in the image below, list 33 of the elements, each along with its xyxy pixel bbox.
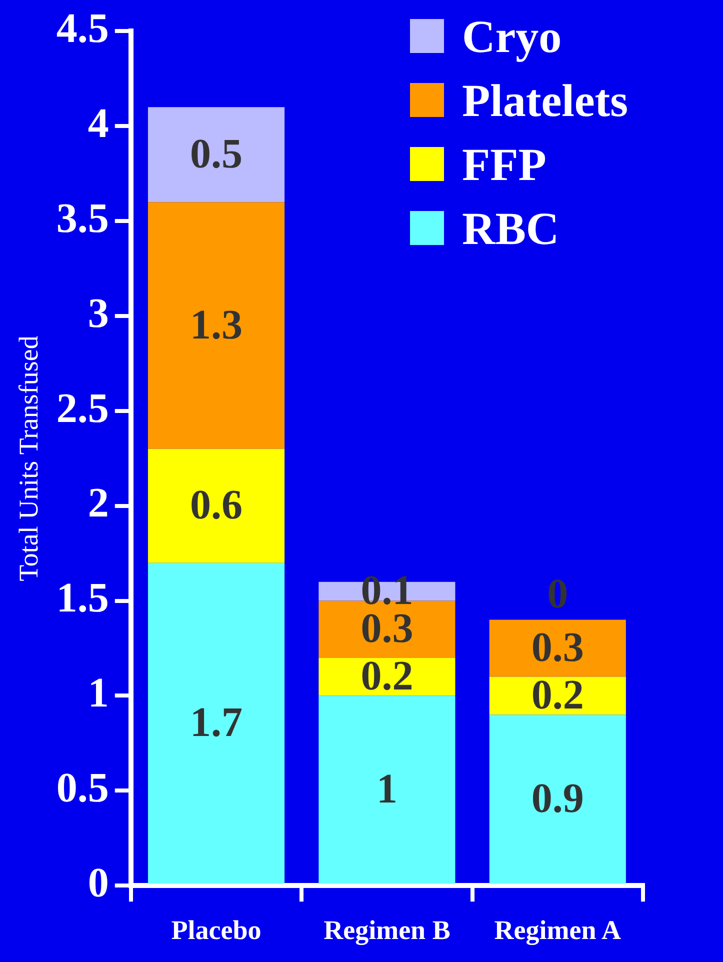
data-label: 0.3 xyxy=(531,625,584,672)
y-tick-label: 3 xyxy=(88,290,109,337)
data-label: 0.6 xyxy=(190,482,242,529)
x-tick-label: Regimen A xyxy=(494,914,622,945)
data-label: 0.2 xyxy=(360,654,414,700)
data-label: 1.7 xyxy=(190,700,242,746)
data-label: 0.2 xyxy=(531,672,584,719)
y-tick-label: 0 xyxy=(88,860,109,906)
x-tick-label: Regimen B xyxy=(324,914,450,945)
bar xyxy=(148,107,285,202)
y-tick-label: 2 xyxy=(88,480,109,527)
legend-label: RBC xyxy=(462,202,560,254)
data-label: 0.5 xyxy=(190,131,242,178)
legend-label: Platelets xyxy=(462,74,628,126)
data-label: 0.3 xyxy=(360,606,414,652)
x-tick-label: Placebo xyxy=(171,914,262,945)
data-label: 1.3 xyxy=(190,302,242,348)
y-tick-label: 1.5 xyxy=(56,576,109,622)
legend-label: FFP xyxy=(462,138,546,190)
y-tick-label: 3.5 xyxy=(56,196,109,242)
y-tick-label: 4.5 xyxy=(56,6,109,52)
y-tick-label: 0.5 xyxy=(56,766,109,812)
y-tick-label: 4 xyxy=(88,100,109,147)
y-tick-label: 2.5 xyxy=(56,386,109,432)
legend-label: Cryo xyxy=(462,10,562,62)
bar xyxy=(148,202,285,449)
bar xyxy=(148,448,285,563)
bar xyxy=(489,620,626,677)
data-label: 0.9 xyxy=(531,776,584,822)
y-tick-label: 1 xyxy=(88,670,109,717)
data-label: 0 xyxy=(547,572,568,618)
data-label: 1 xyxy=(376,766,398,813)
y-axis-title: Total Units Transfused xyxy=(13,335,44,582)
